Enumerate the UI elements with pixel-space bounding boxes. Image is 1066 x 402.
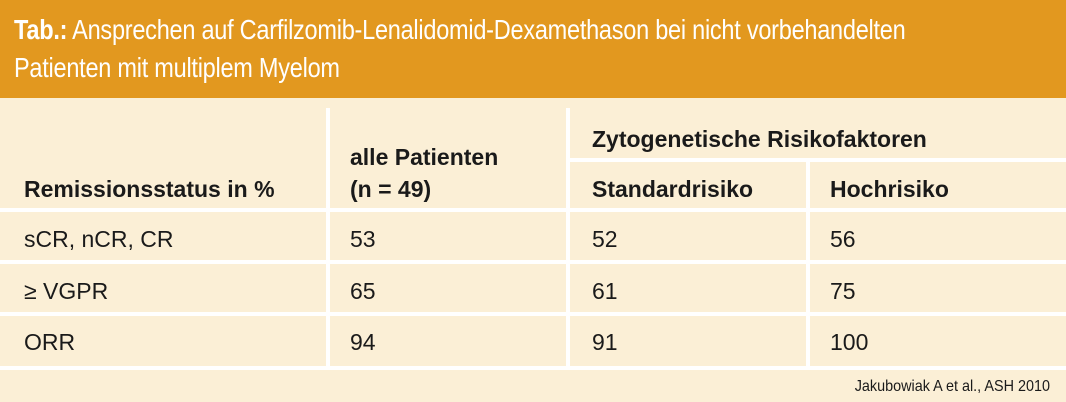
title-line-1: Tab.: Ansprechen auf Carfilzomib-Lenalid…: [14, 11, 906, 49]
source-citation: Jakubowiak A et al., ASH 2010: [854, 378, 1050, 395]
header-zytogenetische-risikofaktoren: Zytogenetische Risikofaktoren: [592, 126, 927, 152]
table-bottom-divider: [0, 366, 1066, 370]
column-divider-1: [326, 108, 330, 368]
row-divider-2: [0, 312, 1066, 316]
header-divider: [0, 208, 1066, 212]
data-table: Remissionsstatus in % alle Patienten (n …: [0, 98, 1066, 402]
row-1-status: sCR, nCR, CR: [24, 226, 174, 252]
header-hochrisiko: Hochrisiko: [830, 176, 949, 202]
header-standardrisiko: Standardrisiko: [592, 176, 754, 202]
table-label: Tab.:: [14, 14, 68, 45]
column-divider-3: [806, 162, 810, 368]
row-3-status: ORR: [24, 329, 76, 355]
row-2-high: 75: [830, 278, 856, 304]
row-3-high: 100: [830, 329, 869, 355]
group-header-divider: [570, 158, 1066, 162]
row-1-high: 56: [830, 226, 856, 252]
row-1-standard: 52: [592, 226, 618, 252]
row-1-all: 53: [350, 226, 376, 252]
header-alle-patienten: alle Patienten: [350, 144, 499, 170]
row-3-standard: 91: [592, 329, 618, 355]
header-remissionsstatus: Remissionsstatus in %: [24, 176, 275, 202]
row-3-all: 94: [350, 329, 376, 355]
table-title-bar: Tab.: Ansprechen auf Carfilzomib-Lenalid…: [0, 0, 1066, 98]
row-2-all: 65: [350, 278, 376, 304]
row-2-status: ≥ VGPR: [24, 278, 109, 304]
row-divider-1: [0, 260, 1066, 264]
row-2-standard: 61: [592, 278, 618, 304]
header-n: (n = 49): [350, 176, 432, 202]
title-text-line-1: Ansprechen auf Carfilzomib-Lenalidomid-D…: [72, 14, 906, 45]
column-divider-2: [566, 108, 570, 368]
title-text-line-2: Patienten mit multiplem Myelom: [14, 52, 340, 83]
